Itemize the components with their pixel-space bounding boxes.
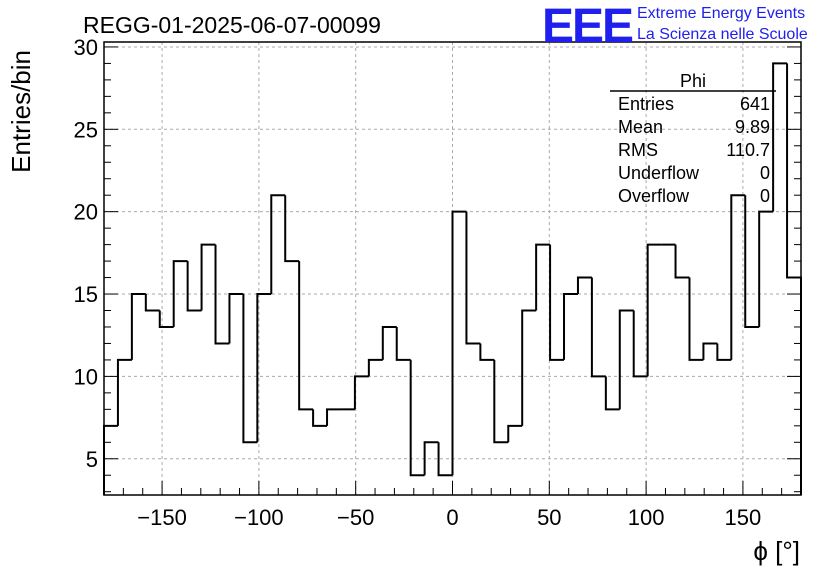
histogram-bin: [172, 260, 188, 327]
stats-label-underflow: Underflow: [618, 163, 700, 183]
histogram-bin: [521, 309, 537, 426]
histogram-bin: [367, 358, 383, 377]
stats-box: Phi Entries 641 Mean 9.89 RMS 110.7 Unde…: [610, 71, 776, 206]
plot-frame: [103, 41, 802, 496]
stats-value-underflow: 0: [760, 163, 770, 183]
stats-value-rms: 110.7: [726, 140, 770, 160]
stats-value-mean: 9.89: [735, 117, 770, 137]
y-axis-label: Entries/bin: [6, 50, 36, 173]
x-axis-label: ϕ [°]: [753, 536, 800, 566]
histogram-bin: [312, 409, 328, 427]
histogram-bin: [576, 276, 592, 295]
histogram-bin: [493, 359, 509, 444]
histogram-bin: [353, 375, 369, 410]
histogram-bin: [326, 408, 341, 426]
histogram-bin: [242, 294, 258, 444]
histogram-bin: [688, 277, 704, 361]
axis-ticks: −150 −100 −50 0 50 100 150 5 10 15 20 25 30: [74, 35, 802, 530]
y-tick-label: 30: [74, 35, 98, 60]
histogram-bin: [214, 244, 230, 345]
histogram-bin: [256, 293, 272, 443]
histogram-bin: [298, 261, 314, 411]
histogram-bin: [479, 343, 495, 361]
histogram-bin: [130, 293, 146, 360]
logo-line-2: La Scienza nelle Scuole: [637, 26, 808, 43]
stats-label-mean: Mean: [618, 117, 663, 137]
histogram-bin: [590, 277, 606, 378]
logo-line-1: Extreme Energy Events: [637, 5, 805, 22]
stats-value-entries: 641: [740, 94, 770, 114]
stats-label-rms: RMS: [618, 140, 658, 160]
histogram-bin: [618, 309, 634, 410]
histogram-bin: [632, 310, 648, 378]
histogram-bin: [786, 63, 802, 495]
histogram-bars: [103, 62, 802, 495]
histogram-bin: [465, 211, 481, 345]
x-tick-label: 150: [725, 505, 762, 530]
histogram-bin: [284, 195, 300, 263]
histogram-bin: [395, 326, 411, 361]
histogram-bin: [186, 261, 202, 312]
x-tick-label: 0: [446, 505, 458, 530]
y-tick-label: 20: [74, 200, 98, 225]
histogram-bin: [604, 376, 620, 411]
histogram-bin: [437, 442, 453, 477]
histogram-bin: [507, 424, 523, 443]
histogram-bin: [116, 358, 132, 426]
histogram-bin: [730, 194, 746, 360]
stats-label-entries: Entries: [618, 94, 674, 114]
histogram-bin: [409, 359, 425, 477]
stats-title: Phi: [680, 71, 706, 91]
histogram-bin: [144, 294, 160, 312]
histogram-bin: [744, 195, 760, 328]
x-tick-label: 50: [537, 505, 561, 530]
y-tick-label: 10: [74, 364, 98, 389]
histogram-bin: [549, 244, 565, 361]
histogram-bin: [702, 342, 718, 360]
y-tick-label: 25: [74, 117, 98, 142]
run-title: REGG-01-2025-06-07-00099: [83, 12, 381, 38]
histogram-bin: [563, 293, 578, 360]
histogram-bin: [535, 243, 551, 311]
histogram-bin: [758, 210, 774, 327]
x-tick-label: −150: [137, 505, 187, 530]
histogram-bin: [772, 62, 788, 212]
x-tick-label: 100: [628, 505, 665, 530]
histogram-bin: [228, 293, 244, 344]
histogram-bin: [674, 244, 690, 279]
histogram-bin: [423, 441, 439, 476]
stats-value-overflow: 0: [760, 186, 770, 206]
histogram-bin: [103, 424, 118, 495]
histogram-bin: [381, 325, 397, 360]
y-tick-label: 15: [74, 282, 98, 307]
x-tick-label: −100: [234, 505, 284, 530]
histogram-bin: [646, 243, 662, 377]
y-tick-label: 5: [86, 447, 98, 472]
histogram-bin: [451, 210, 467, 476]
histogram-bin: [716, 343, 732, 361]
histogram-bin: [270, 194, 286, 295]
histogram-bin: [158, 310, 174, 328]
histogram-bin: [200, 243, 216, 311]
x-tick-label: −50: [337, 505, 374, 530]
stats-label-overflow: Overflow: [618, 186, 690, 206]
eee-logo-icon: EEE: [542, 0, 633, 53]
